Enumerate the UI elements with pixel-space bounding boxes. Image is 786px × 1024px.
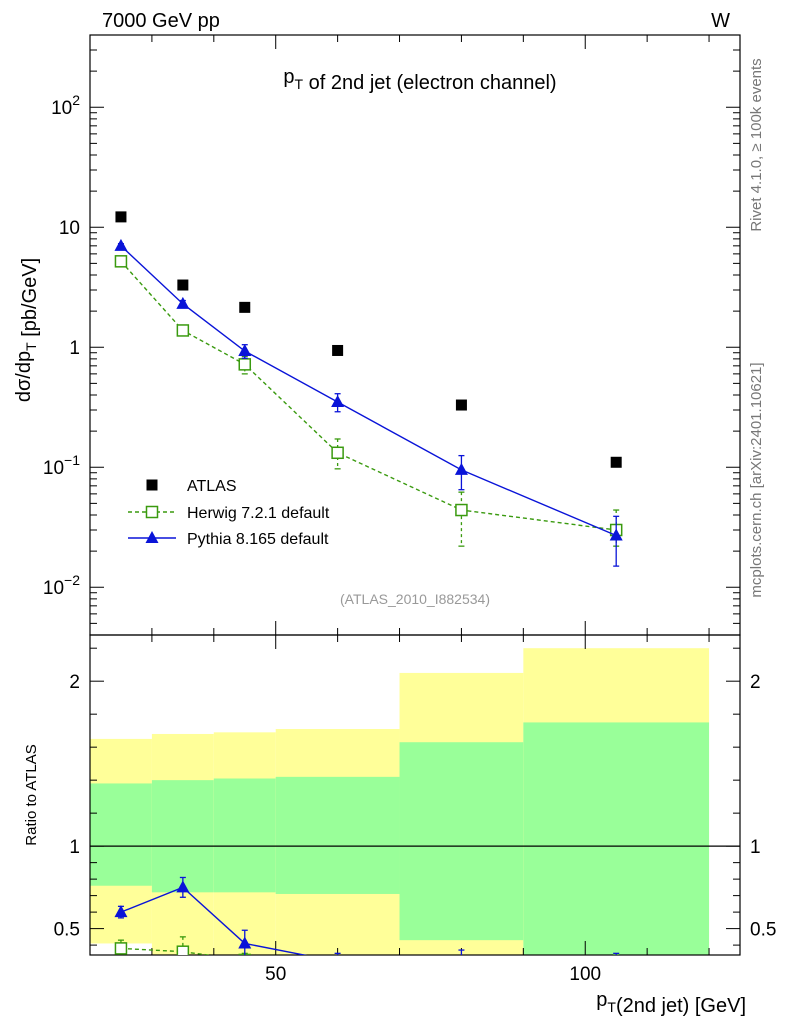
ratio-frame [89, 634, 741, 956]
y-tick-label: 10−2 [43, 572, 80, 599]
analysis-id: (ATLAS_2010_I882534) [340, 591, 490, 607]
data-point-atlas [115, 211, 127, 223]
y-tick-label: 2 [69, 672, 80, 693]
green-band-bin [523, 722, 710, 955]
data-point-atlas [610, 456, 622, 468]
data-point-herwig [238, 358, 252, 371]
data-point-pythia [114, 238, 128, 251]
x-tick-label: 100 [569, 964, 601, 985]
data-point-pythia [337, 954, 338, 955]
data-point-pythia [176, 296, 190, 309]
ratio-bands [90, 648, 710, 955]
data-point-atlas [455, 399, 467, 411]
legend-label: Herwig 7.2.1 default [187, 505, 330, 522]
green-band-bin [399, 742, 524, 941]
y-tick-label: 2 [750, 672, 761, 693]
data-point-pythia [610, 963, 623, 975]
process-label: W [711, 10, 730, 32]
data-point-herwig [238, 953, 252, 955]
x-axis-label: pT(2nd jet) [GeV] [596, 989, 746, 1017]
data-point-herwig [176, 945, 190, 955]
main-y-axis-label: dσ/dpT [pb/GeV] [13, 258, 41, 402]
legend-label: Pythia 8.165 default [187, 531, 329, 548]
main-data [114, 211, 623, 567]
legend-label: ATLAS [187, 478, 237, 495]
energy-label: 7000 GeV pp [102, 10, 220, 32]
data-point-atlas [177, 279, 189, 291]
data-point-pythia [331, 394, 345, 407]
y-tick-label: 0.5 [54, 920, 80, 941]
data-point-atlas [332, 344, 344, 356]
main-panel: 10−2 10−1 1 10 102 [43, 34, 741, 636]
data-point-pythia [176, 880, 190, 893]
y-tick-label: 10−1 [43, 452, 80, 479]
data-point-herwig [456, 984, 467, 995]
data-point-herwig [145, 505, 159, 519]
data-point-pythia [238, 344, 252, 357]
legend: ATLAS Herwig 7.2.1 default Pythia 8.165 de… [128, 478, 330, 548]
data-point-pythia [609, 528, 623, 541]
data-point-pythia [455, 956, 468, 968]
data-point-herwig [611, 961, 622, 972]
rivet-version-label: Rivet 4.1.0, ≥ 100k events [748, 58, 765, 231]
green-band-bin [213, 778, 276, 893]
pythia-ratio-line [120, 886, 308, 955]
data-point-pythia [454, 462, 468, 475]
green-band-bin [151, 780, 214, 893]
data-point-pythia [114, 905, 128, 918]
y-tick-label: 1 [750, 837, 761, 858]
x-tick-label: 50 [265, 964, 286, 985]
y-tick-label: 0.5 [750, 920, 776, 941]
ratio-y-axis-label: Ratio to ATLAS [23, 744, 40, 845]
ratio-data [114, 876, 623, 995]
ratio-panel: 50 100 0.5 0.5 1 1 2 2 [54, 634, 776, 995]
pythia-line [120, 245, 617, 537]
data-point-herwig [332, 982, 343, 993]
y-tick-label: 102 [51, 92, 80, 119]
data-point-herwig [331, 446, 344, 460]
green-band-bin [275, 776, 400, 894]
herwig-line [120, 260, 617, 531]
mcplots-label: mcplots.cern.ch [arXiv:2401.10621] [748, 362, 765, 597]
data-point-pythia [238, 936, 252, 949]
data-point-pythia [145, 531, 159, 543]
data-point-herwig [455, 503, 468, 517]
y-tick-label: 1 [69, 837, 80, 858]
data-point-herwig [176, 324, 190, 337]
y-tick-label: 10 [59, 218, 80, 239]
green-band-bin [90, 783, 152, 886]
y-tick-label: 1 [69, 338, 80, 359]
data-point-atlas [239, 301, 251, 313]
data-point-atlas [146, 479, 158, 491]
herwig-ratio-line [120, 947, 213, 955]
data-point-herwig [114, 255, 128, 268]
data-point-herwig [114, 942, 128, 955]
main-title: pT of 2nd jet (electron channel) [283, 66, 556, 94]
